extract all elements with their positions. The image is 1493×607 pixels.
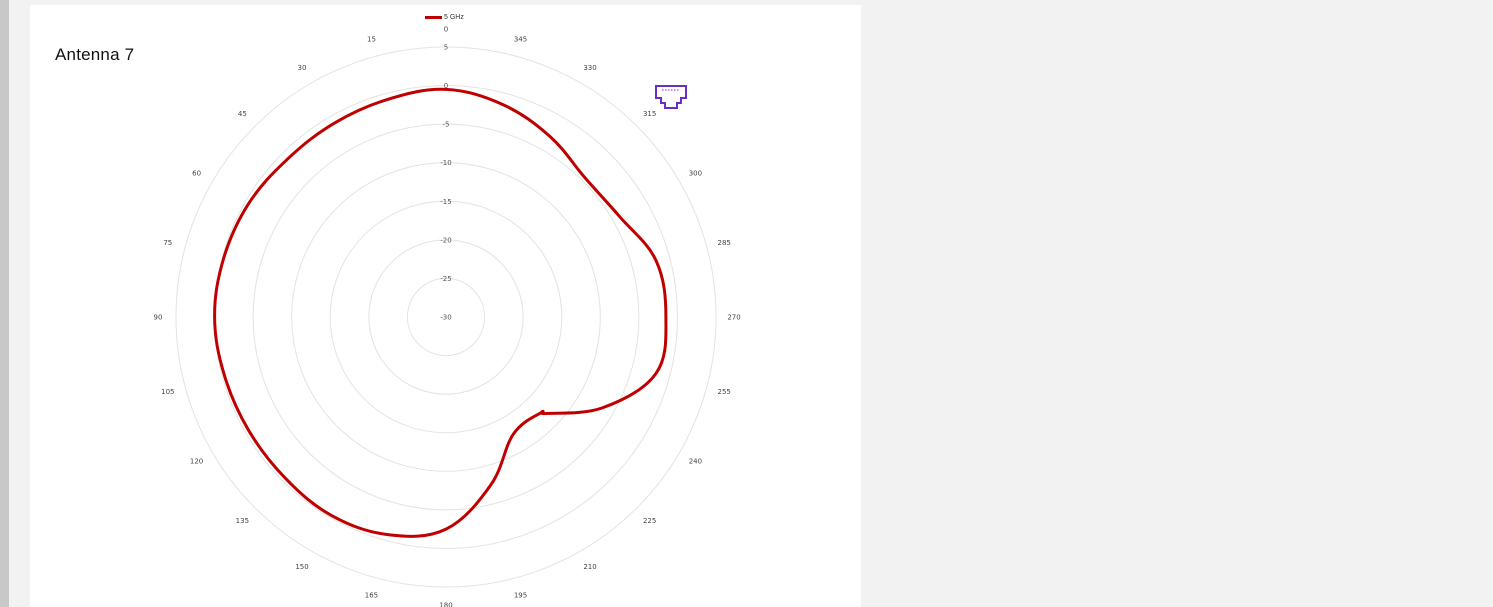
grid-circle — [175, 46, 717, 588]
angle-label: 285 — [717, 239, 730, 247]
radial-tick-label: -15 — [440, 198, 451, 206]
radial-tick-label: 5 — [444, 44, 448, 52]
series-line-5ghz — [213, 87, 668, 538]
angle-label: 210 — [583, 563, 596, 571]
angle-label: 270 — [727, 314, 740, 322]
grid-circle — [329, 200, 563, 434]
angle-label: 315 — [643, 110, 656, 118]
angle-label: 15 — [367, 35, 376, 43]
angle-label: 300 — [689, 170, 702, 178]
angle-label: 60 — [192, 170, 201, 178]
chart-panel: Antenna 7 5 GHz 5 0 -5 -10 -15 -20 -25 -30 0 15 30… — [30, 5, 861, 607]
radial-tick-label: -30 — [440, 314, 451, 322]
angle-label: 75 — [163, 239, 172, 247]
angle-label: 0 — [444, 26, 448, 34]
ethernet-port-icon[interactable] — [654, 84, 688, 112]
angle-label: 45 — [238, 110, 247, 118]
chart-legend[interactable]: 5 GHz — [425, 14, 464, 21]
angle-label: 105 — [161, 388, 174, 396]
angle-label: 120 — [190, 458, 203, 466]
grid-circle — [406, 277, 486, 357]
chart-title: Antenna 7 — [55, 45, 135, 64]
grid-circle — [368, 239, 524, 395]
radial-tick-label: -25 — [440, 275, 451, 283]
angle-label: 255 — [717, 388, 730, 396]
radial-tick-label: -5 — [443, 121, 450, 129]
angle-label: 165 — [365, 592, 378, 600]
angle-label: 135 — [236, 517, 249, 525]
angle-label: 150 — [295, 563, 308, 571]
angle-label: 180 — [439, 602, 452, 607]
window-edge — [0, 0, 9, 607]
polar-chart: 5 0 -5 -10 -15 -20 -25 -30 0 15 30 45 60 75 90 105 120 13… — [154, 26, 741, 607]
legend-label: 5 GHz — [444, 14, 464, 21]
angle-label: 225 — [643, 517, 656, 525]
legend-swatch — [425, 16, 442, 19]
angle-label: 240 — [689, 458, 702, 466]
angle-label: 345 — [514, 35, 527, 43]
angle-label: 90 — [154, 314, 163, 322]
angle-label: 330 — [583, 64, 596, 72]
radial-tick-label: -10 — [440, 159, 451, 167]
radial-tick-label: 0 — [444, 82, 448, 90]
grid-circle — [252, 123, 640, 511]
angle-label: 30 — [298, 64, 307, 72]
angle-label: 195 — [514, 592, 527, 600]
grid-circle — [291, 162, 601, 472]
radial-tick-label: -20 — [440, 236, 451, 244]
